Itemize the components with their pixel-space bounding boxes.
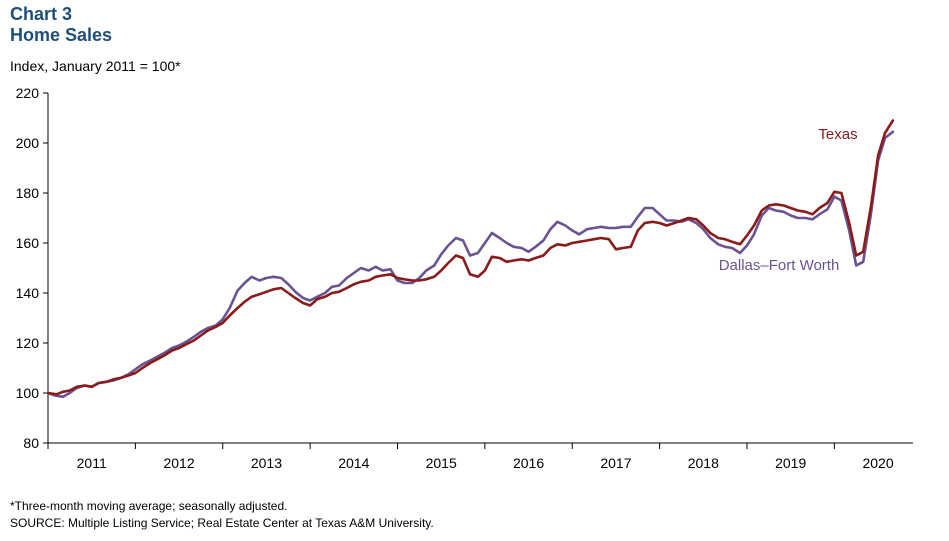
chart-number: Chart 3	[10, 4, 73, 24]
x-tick-label: 2020	[862, 455, 893, 471]
x-tick-label: 2011	[77, 455, 107, 471]
x-tick-label: 2014	[338, 455, 369, 471]
x-tick-label: 2012	[163, 455, 194, 471]
chart-heading: Chart 3 Home Sales	[10, 4, 112, 46]
y-tick-label: 180	[16, 185, 40, 201]
chart-notes: *Three-month moving average; seasonally …	[10, 498, 434, 532]
chart-title: Home Sales	[10, 25, 113, 45]
y-tick-label: 200	[16, 135, 40, 151]
x-tick-label: 2017	[600, 455, 631, 471]
footnote: *Three-month moving average; seasonally …	[10, 499, 288, 513]
x-tick-label: 2013	[251, 455, 282, 471]
series-label-dallas-fort-worth: Dallas–Fort Worth	[719, 257, 840, 274]
x-tick-label: 2019	[775, 455, 806, 471]
x-tick-label: 2018	[688, 455, 719, 471]
series-line-dallas-fort-worth	[46, 130, 895, 399]
y-axis-label: Index, January 2011 = 100*	[10, 58, 181, 74]
y-tick-label: 220	[16, 85, 40, 101]
series-label-texas: Texas	[818, 126, 857, 143]
x-tick-label: 2016	[513, 455, 544, 471]
source-note: SOURCE: Multiple Listing Service; Real E…	[10, 516, 434, 530]
y-tick-label: 140	[16, 285, 40, 301]
y-tick-label: 80	[23, 435, 39, 451]
y-tick-label: 100	[16, 385, 40, 401]
y-tick-label: 120	[16, 335, 40, 351]
y-tick-label: 160	[16, 235, 40, 251]
series-line-texas	[46, 119, 895, 396]
x-tick-label: 2015	[426, 455, 457, 471]
